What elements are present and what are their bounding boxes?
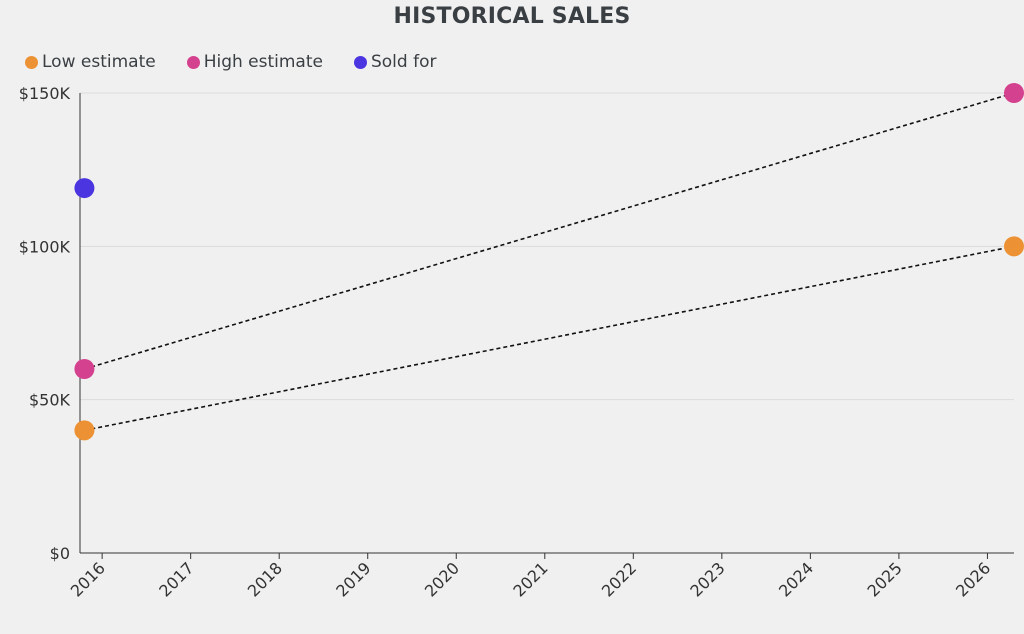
- legend-marker-sold-for: [353, 55, 367, 69]
- connector-high-estimate: [84, 92, 1015, 370]
- chart-title: HISTORICAL SALES: [393, 4, 631, 29]
- x-tick-label: 2024: [775, 558, 817, 600]
- point-low-estimate: [1004, 236, 1024, 257]
- legend-label-low-estimate: Low estimate: [42, 52, 156, 72]
- x-tick-label: 2020: [421, 558, 463, 600]
- x-tick-label: 2023: [686, 558, 728, 600]
- y-tick-label: $50K: [29, 391, 71, 410]
- y-tick-label: $100K: [19, 237, 71, 256]
- x-tick-label: 2018: [244, 558, 286, 600]
- x-tick-label: 2026: [952, 558, 994, 600]
- legend-marker-high-estimate: [186, 55, 200, 69]
- y-tick-label: $0: [50, 544, 70, 563]
- legend-marker-low-estimate: [25, 55, 38, 69]
- legend-item-high-estimate[interactable]: High estimate: [186, 52, 323, 72]
- point-high-estimate: [74, 359, 95, 379]
- x-tick-label: 2017: [155, 558, 197, 600]
- x-tick-label: 2021: [509, 558, 551, 600]
- legend-item-sold-for[interactable]: Sold for: [353, 52, 437, 72]
- connector-low-estimate: [84, 245, 1015, 432]
- y-tick-label: $150K: [19, 84, 71, 103]
- estimate-connectors: [84, 92, 1015, 432]
- legend-label-sold-for: Sold for: [370, 52, 437, 72]
- x-tick-label: 2016: [67, 558, 109, 600]
- legend-label-high-estimate: High estimate: [203, 52, 323, 72]
- chart-legend: Low estimate High estimate Sold for: [25, 50, 467, 74]
- x-tick-label: 2019: [332, 558, 374, 600]
- x-tick-label: 2022: [598, 558, 640, 600]
- legend-item-low-estimate[interactable]: Low estimate: [25, 52, 156, 72]
- axes: $0 $50K $100K $150K 2016 2017 2018 2019 2020 2021…: [19, 84, 1014, 601]
- point-sold-for: [74, 178, 95, 199]
- x-tick-label: 2025: [864, 558, 906, 600]
- point-low-estimate: [74, 420, 95, 441]
- data-points: [74, 83, 1024, 441]
- point-high-estimate: [1004, 83, 1024, 103]
- grid-lines: [80, 92, 1014, 401]
